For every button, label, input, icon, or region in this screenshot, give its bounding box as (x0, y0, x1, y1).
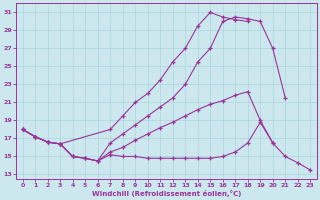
X-axis label: Windchill (Refroidissement éolien,°C): Windchill (Refroidissement éolien,°C) (92, 190, 241, 197)
